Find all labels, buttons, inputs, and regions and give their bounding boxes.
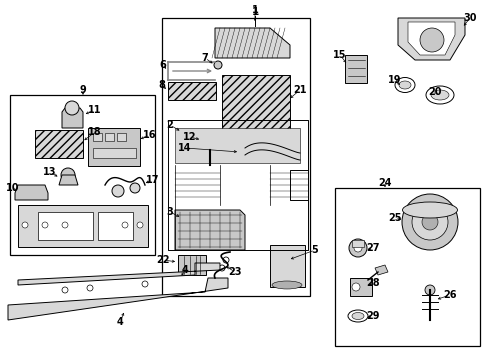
Polygon shape [59,175,78,185]
Text: 30: 30 [462,13,476,23]
Circle shape [42,222,48,228]
Text: 4: 4 [116,317,123,327]
Circle shape [351,283,359,291]
Circle shape [348,239,366,257]
Text: 20: 20 [427,87,441,97]
Bar [38,212,93,240]
Text: 7: 7 [201,53,208,63]
Ellipse shape [347,310,367,322]
Circle shape [401,194,457,250]
Text: 17: 17 [146,175,160,185]
Text: 11: 11 [88,105,102,115]
Ellipse shape [398,81,410,89]
Bar [105,133,114,141]
Text: 9: 9 [80,85,86,95]
Bar [93,133,102,141]
Text: 14: 14 [178,143,191,153]
Circle shape [62,287,68,293]
Text: 13: 13 [43,167,57,177]
Circle shape [65,101,79,115]
Bar [349,278,371,296]
Bar [351,240,363,247]
Circle shape [22,222,28,228]
Text: 18: 18 [88,127,102,137]
Polygon shape [175,210,244,250]
Text: 21: 21 [293,85,306,95]
Circle shape [421,214,437,230]
Bar [117,133,126,141]
Bar [175,128,299,163]
Ellipse shape [425,86,453,104]
Text: 28: 28 [366,278,379,288]
Bar [222,75,289,130]
Circle shape [424,285,434,295]
Text: 27: 27 [366,243,379,253]
Ellipse shape [430,90,448,100]
Polygon shape [215,28,289,58]
Bar [345,55,366,83]
Text: 16: 16 [143,130,157,140]
Ellipse shape [271,281,302,289]
Polygon shape [397,18,464,60]
Bar [10,95,155,255]
Circle shape [112,185,124,197]
Bar [35,130,83,158]
Bar [18,205,148,247]
Circle shape [200,130,220,150]
Text: 15: 15 [332,50,346,60]
Text: 6: 6 [159,60,166,70]
Circle shape [353,244,361,252]
Bar [93,148,136,158]
Circle shape [214,61,222,69]
Text: 4: 4 [181,265,188,275]
Circle shape [137,222,142,228]
Ellipse shape [351,312,363,320]
Text: 8: 8 [158,80,165,90]
Text: 12: 12 [183,132,196,142]
Polygon shape [8,278,227,320]
Polygon shape [374,265,387,275]
Circle shape [204,135,215,145]
Polygon shape [62,108,83,128]
Text: 10: 10 [6,183,20,193]
Circle shape [87,285,93,291]
Circle shape [61,168,75,182]
Text: 1: 1 [251,7,258,17]
Text: 2: 2 [166,120,173,130]
Circle shape [419,28,443,52]
Circle shape [130,183,140,193]
Bar [168,82,216,100]
Text: 5: 5 [311,245,318,255]
Ellipse shape [394,77,414,93]
Text: 1: 1 [251,5,258,15]
Bar [88,128,140,166]
Polygon shape [15,185,48,200]
Text: 26: 26 [442,290,456,300]
Text: 3: 3 [166,207,173,217]
Polygon shape [407,22,454,55]
Bar [269,245,305,287]
Ellipse shape [402,202,457,218]
Text: 24: 24 [378,178,391,188]
Circle shape [62,222,68,228]
Circle shape [142,281,148,287]
Polygon shape [18,263,220,285]
Text: 19: 19 [387,75,401,85]
Bar [178,255,205,275]
Text: 22: 22 [156,255,169,265]
Text: 23: 23 [228,267,241,277]
Bar [162,18,309,296]
Bar [98,212,133,240]
Circle shape [122,222,128,228]
Text: 25: 25 [387,213,401,223]
Circle shape [411,204,447,240]
Bar [334,188,479,346]
Text: 29: 29 [366,311,379,321]
